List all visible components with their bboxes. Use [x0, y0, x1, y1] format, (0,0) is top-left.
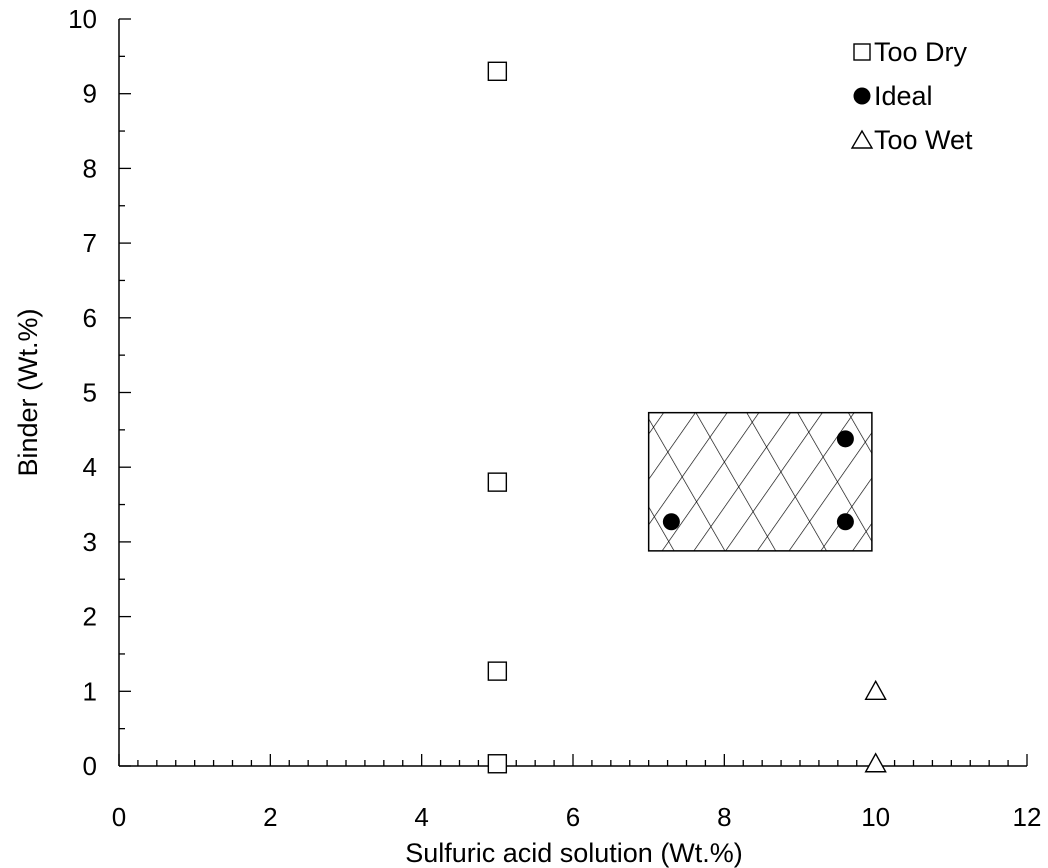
data-point-ideal — [836, 430, 854, 448]
legend-label-too-wet: Too Wet — [874, 125, 973, 155]
legend: Too Dry Ideal Too Wet — [850, 37, 973, 155]
y-axis-title: Binder (Wt.%) — [13, 308, 43, 476]
shaded-region — [647, 411, 873, 552]
y-tick-label: 8 — [83, 153, 97, 183]
y-tick-label: 1 — [83, 676, 97, 706]
data-point-too-dry — [487, 661, 508, 681]
legend-marker-too-dry — [853, 43, 871, 61]
data-point-too-dry — [487, 61, 508, 81]
legend-marker-too-wet — [850, 129, 874, 149]
legend-label-too-dry: Too Dry — [874, 37, 968, 67]
y-tick-label: 4 — [83, 452, 97, 482]
x-tick-label: 12 — [1013, 802, 1042, 832]
data-point-ideal — [836, 513, 854, 531]
y-tick-label: 3 — [83, 527, 97, 557]
y-tick-label: 10 — [68, 4, 97, 34]
y-tick-label: 5 — [83, 378, 97, 408]
y-tick-label: 0 — [83, 751, 97, 781]
x-axis-title: Sulfuric acid solution (Wt.%) — [405, 838, 743, 868]
legend-marker-ideal — [853, 87, 871, 105]
x-tick-label: 6 — [566, 802, 580, 832]
region-border — [647, 411, 873, 552]
legend-label-ideal: Ideal — [874, 81, 933, 111]
x-tick-label: 8 — [717, 802, 731, 832]
data-point-too-wet — [864, 679, 887, 700]
y-tick-label: 2 — [83, 602, 97, 632]
x-tick-label: 4 — [414, 802, 428, 832]
data-point-too-dry — [487, 754, 508, 774]
x-tick-label: 10 — [861, 802, 890, 832]
data-markers — [487, 61, 887, 774]
data-point-too-dry — [487, 472, 508, 492]
data-point-ideal — [662, 513, 680, 531]
x-tick-label: 2 — [263, 802, 277, 832]
y-tick-label: 9 — [83, 79, 97, 109]
region-hatch-secondary — [648, 412, 872, 551]
y-tick-label: 7 — [83, 228, 97, 258]
y-tick-label: 6 — [83, 303, 97, 333]
x-tick-label: 0 — [112, 802, 126, 832]
data-point-too-wet — [864, 752, 887, 773]
